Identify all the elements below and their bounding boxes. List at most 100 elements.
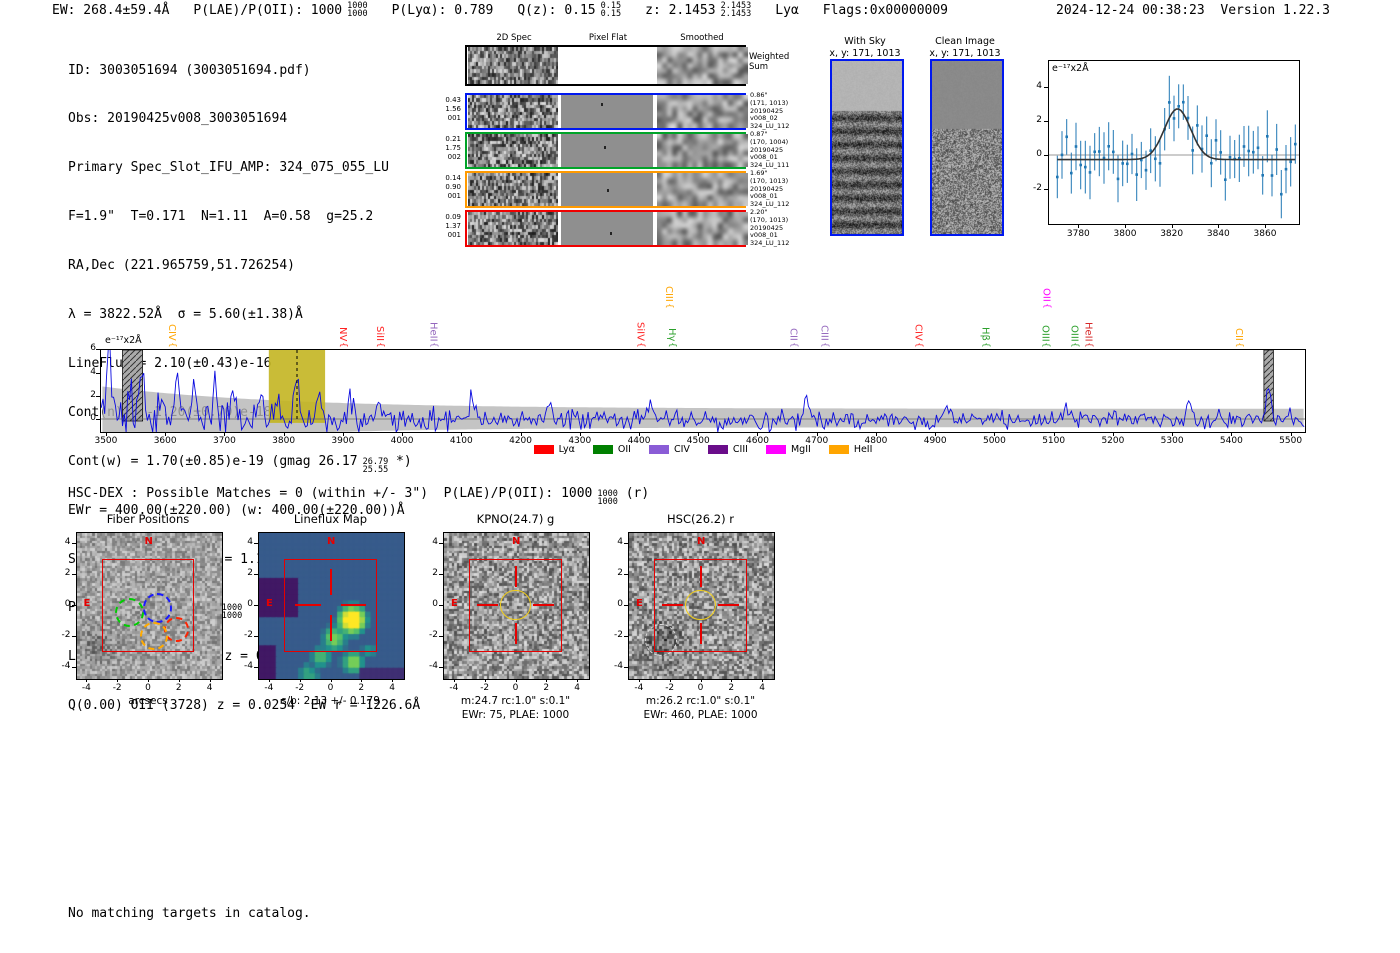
emission-label-text: SiII [374,326,386,342]
spectrum-x-tick: 4800 [864,436,888,446]
cutout-row-right-labels: 0.86" (171, 1013) 20190425 v008_02 324_L… [750,91,790,131]
header-plya: P(Lyα): 0.789 [391,3,494,18]
emission-label-brace: { [1040,342,1051,348]
panel-extraction-box [654,558,747,652]
cutout-row-weighted [465,45,748,86]
emission-label-brace: { [167,342,178,348]
info-block: ID: 3003051694 (3003051694.pdf) Obs: 201… [68,30,420,747]
info-obs: Obs: 20190425v008_3003051694 [68,111,288,127]
emission-label-brace: { [1069,342,1080,348]
legend-swatch [648,445,669,454]
spectrum-x-tick: 3500 [94,436,118,446]
cutout-row-left-labels: 0.14 0.90 001 [445,174,461,200]
weighted-sum-label: Weighted Sum [749,52,790,72]
spectrum-x-tick: 4600 [746,436,769,446]
emission-label-brace: { [1233,342,1244,348]
emission-label-text: HeII [427,321,439,342]
panel-xlabel: m:26.2 rc:1.0" s:0.1" [645,695,756,707]
inset-x-tickmark [1265,225,1266,228]
panel-x-tickmark [299,679,301,682]
fiber-2d-spec-image [468,173,558,206]
pixel-flat-dot [607,189,610,192]
spectrum-x-tickmark [224,433,226,436]
fiber-2d-spec-image [468,134,558,167]
line-fit-zoom-svg [1048,60,1300,225]
legend-swatch [592,445,613,454]
panel-xlabel: arcsecs [128,695,168,707]
spectrum-x-tickmark [639,433,641,436]
legend-swatch [765,445,786,454]
panel-x-tickmark [546,679,548,682]
panel-x-tickmark [638,679,640,682]
panel-xlabel: s/b: 2.13 +/- 0.179 [281,695,380,707]
panel-y-tickmark [254,636,258,637]
clean-image-coords: x, y: 171, 1013 [929,48,1001,59]
emission-label-brace: { [337,342,348,348]
panel-x-tick: -4 [634,683,644,693]
emission-label-brace: { [1083,342,1094,348]
panel-extraction-box [284,558,377,652]
inset-y-tickmark [1044,121,1048,123]
legend-label: HeII [853,444,873,455]
emission-label-civ: CIV{ [163,268,181,348]
cutout-row-left-labels: 0.09 1.37 001 [445,213,461,239]
spectrum-x-tick: 5200 [1101,436,1125,446]
spectrum-x-tickmark [461,433,463,436]
spectrum-y-tickmark [96,419,100,420]
emission-label-cii: CII{ [1229,268,1247,348]
fiber-pixel-flat-image [561,134,654,167]
panel-x-tick: -2 [480,683,490,693]
legend-item: CIII [707,444,748,455]
panel-y-tickmark [624,574,628,575]
neighbor-circle [645,623,678,657]
crosshair-top [330,569,332,595]
cutout-row-left-labels: 0.21 1.75 002 [445,135,461,161]
emission-label-brace: { [1041,303,1052,309]
emission-label-text: SiIV [634,322,646,342]
spectrum-x-tickmark [816,433,818,436]
panel-y-tickmark [439,543,443,544]
fiber-2d-spec-image [468,95,558,128]
clean-image-canvas [932,61,1002,234]
crosshair-right [340,604,366,606]
panel-x-tick: 4 [759,683,765,693]
panel-x-tick: -2 [295,683,305,693]
compass-north-label: N [512,536,521,547]
spectrum-x-tick: 4400 [627,436,651,446]
spectrum-y-tickmark [96,349,100,351]
spectrum-y-tick: 0 [90,413,96,423]
panel-y-tick: -4 [614,661,623,671]
legend-item: CIV [648,444,690,455]
inset-x-tickmark [1218,225,1220,228]
spectrum-x-tick: 3800 [272,436,296,446]
crosshair-left [295,604,321,606]
panel-x-tick: -4 [264,683,274,693]
spectrum-x-tickmark [935,433,937,436]
header-plae: P(LAE)/P(OII): 1000 1000 1000 [193,1,368,19]
emission-label-text: CII [787,328,799,342]
spectrum-unit-label: e⁻¹⁷x2Å [105,335,142,346]
panel-x-tickmark [86,679,88,682]
info-wavelength: λ = 3822.52Å σ = 5.60(±1.38)Å [68,307,303,323]
spectrum-x-tick: 5500 [1279,436,1303,446]
emission-label-text: CIII [663,286,675,303]
panel-y-tick: -2 [61,630,71,640]
spectrum-x-tickmark [875,433,877,436]
panel-x-tick: 4 [206,683,213,693]
panel-image-lineflux_map [258,532,405,680]
spectrum-y-tickmark [96,395,100,397]
panel-y-tick: -2 [429,630,438,640]
spectrum-x-tick: 3700 [212,436,236,446]
spectrum-x-tick: 4700 [805,436,829,446]
spectrum-x-tick: 3600 [153,436,177,446]
panel-x-tickmark [330,679,332,682]
footer-note: No matching targets in catalog. Row inte… [68,875,311,953]
emission-label-brace: { [819,342,830,348]
spectrum-x-tickmark [402,433,404,436]
panel-y-tickmark [624,543,628,544]
panel-y-tickmark [254,605,258,606]
aperture-circle [685,589,716,621]
legend-label: CIV [673,444,690,455]
cutout-row-fiber [465,132,748,169]
emission-label-cii: CII{ [784,268,802,348]
